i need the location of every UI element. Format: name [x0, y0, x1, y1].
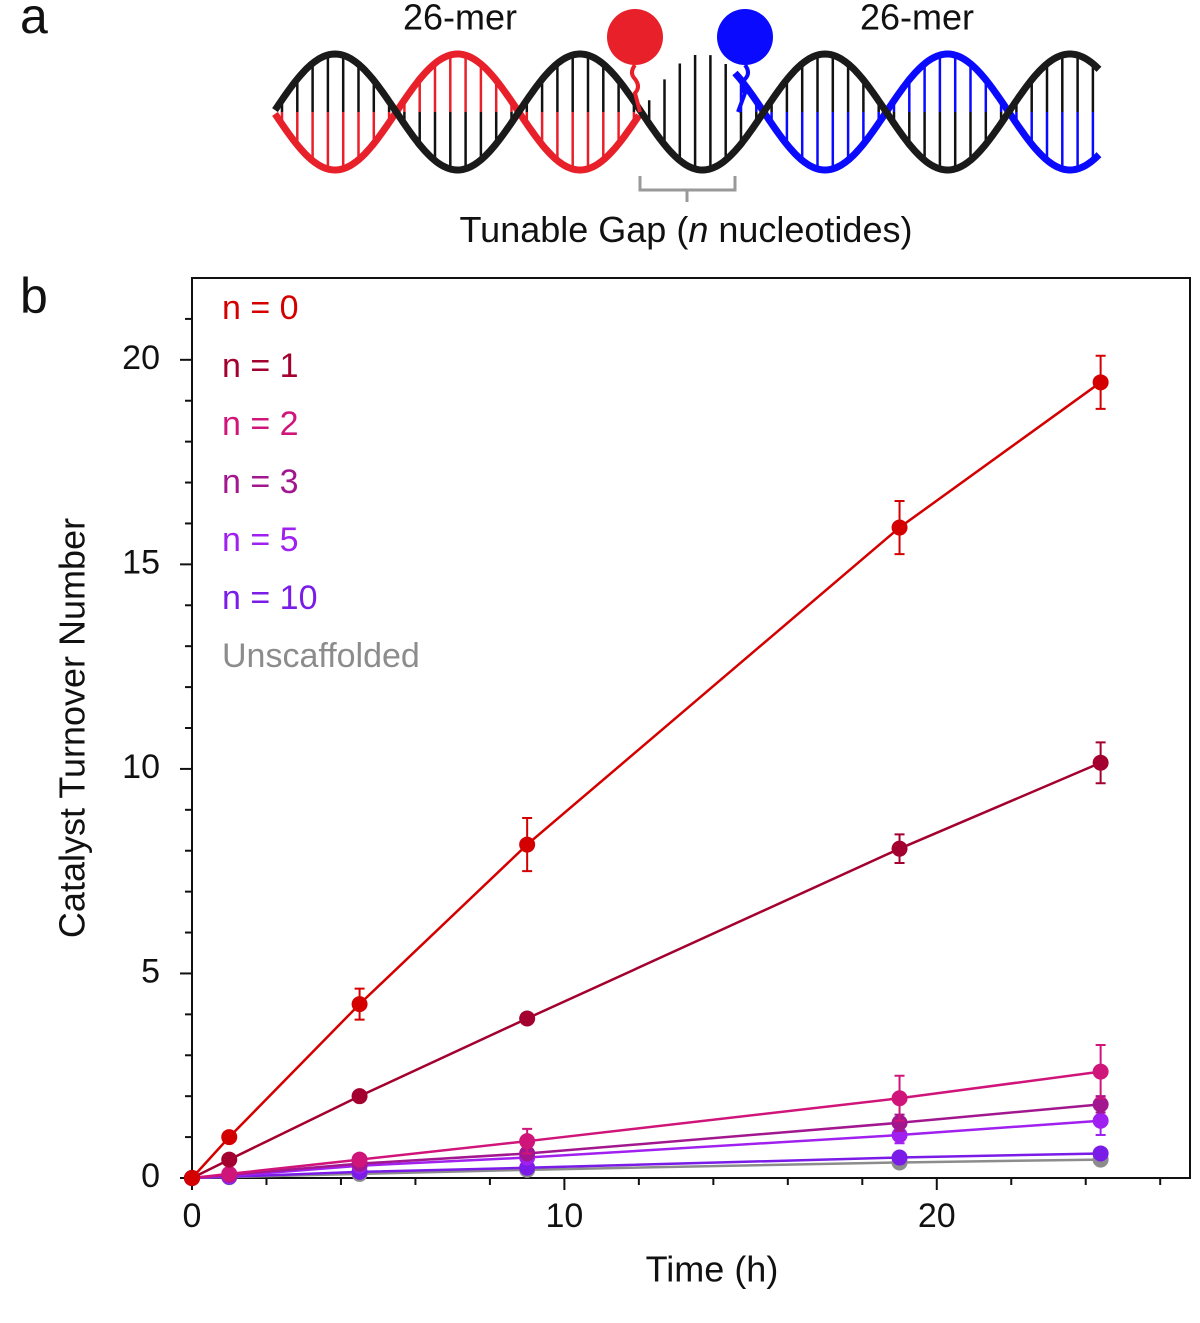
data-point — [1092, 1096, 1109, 1113]
data-point — [184, 1170, 200, 1186]
legend-entry: Unscaffolded — [222, 637, 420, 675]
strand — [732, 50, 1102, 174]
legend-entry: n = 3 — [222, 463, 299, 501]
gap-label-part: Tunable Gap ( — [460, 209, 689, 250]
panel-label: a — [20, 0, 48, 44]
x-tick-label: 10 — [545, 1197, 583, 1235]
data-point — [1092, 1112, 1109, 1129]
y-tick-label: 5 — [141, 952, 160, 990]
data-point — [891, 1149, 908, 1166]
legend-entry: n = 0 — [222, 289, 299, 327]
data-point — [891, 519, 908, 536]
data-point — [351, 1088, 368, 1105]
data-point — [519, 836, 536, 853]
legend-entry: n = 2 — [222, 405, 299, 443]
y-tick-label: 15 — [122, 543, 160, 581]
data-point — [891, 840, 908, 857]
legend-entry: n = 1 — [222, 347, 299, 385]
strand-label: 26-mer — [403, 0, 517, 38]
data-point — [1092, 754, 1109, 771]
strand — [272, 50, 642, 174]
gap-label-part: n — [688, 209, 708, 250]
data-point — [1092, 1145, 1109, 1162]
red-catalyst — [607, 9, 663, 65]
y-tick-label: 10 — [122, 748, 160, 786]
series-line — [191, 1119, 1101, 1180]
plot-frame — [191, 277, 1191, 1179]
y-tick-label: 0 — [141, 1157, 160, 1195]
dna-diagram — [272, 50, 1102, 174]
legend-entry: n = 10 — [222, 579, 317, 617]
data-point — [221, 1165, 238, 1182]
legend-entry: n = 5 — [222, 521, 299, 559]
gap-bracket — [638, 176, 737, 202]
data-point — [1092, 374, 1109, 391]
data-point — [519, 1010, 536, 1027]
x-axis-title: Time (h) — [646, 1249, 779, 1290]
series-line — [191, 381, 1102, 1179]
data-point — [221, 1129, 238, 1146]
strand — [272, 50, 1102, 174]
gap-label: Tunable Gap (n nucleotides) — [460, 209, 913, 250]
red-linker — [630, 63, 642, 113]
y-tick-label: 20 — [122, 339, 160, 377]
x-tick-label: 0 — [183, 1197, 202, 1235]
data-point — [891, 1090, 908, 1107]
data-point — [221, 1151, 238, 1168]
x-tick-label: 20 — [918, 1197, 956, 1235]
data-point — [519, 1133, 536, 1150]
panel-label: b — [20, 268, 48, 324]
data-point — [1092, 1063, 1109, 1080]
strand-label: 26-mer — [860, 0, 974, 38]
blue-linker — [736, 63, 750, 113]
data-point — [351, 996, 368, 1013]
y-axis-title: Catalyst Turnover Number — [52, 518, 93, 938]
gap-label-part: nucleotides) — [708, 209, 912, 250]
data-point — [891, 1114, 908, 1131]
data-point — [351, 1151, 368, 1168]
blue-catalyst — [717, 9, 773, 65]
